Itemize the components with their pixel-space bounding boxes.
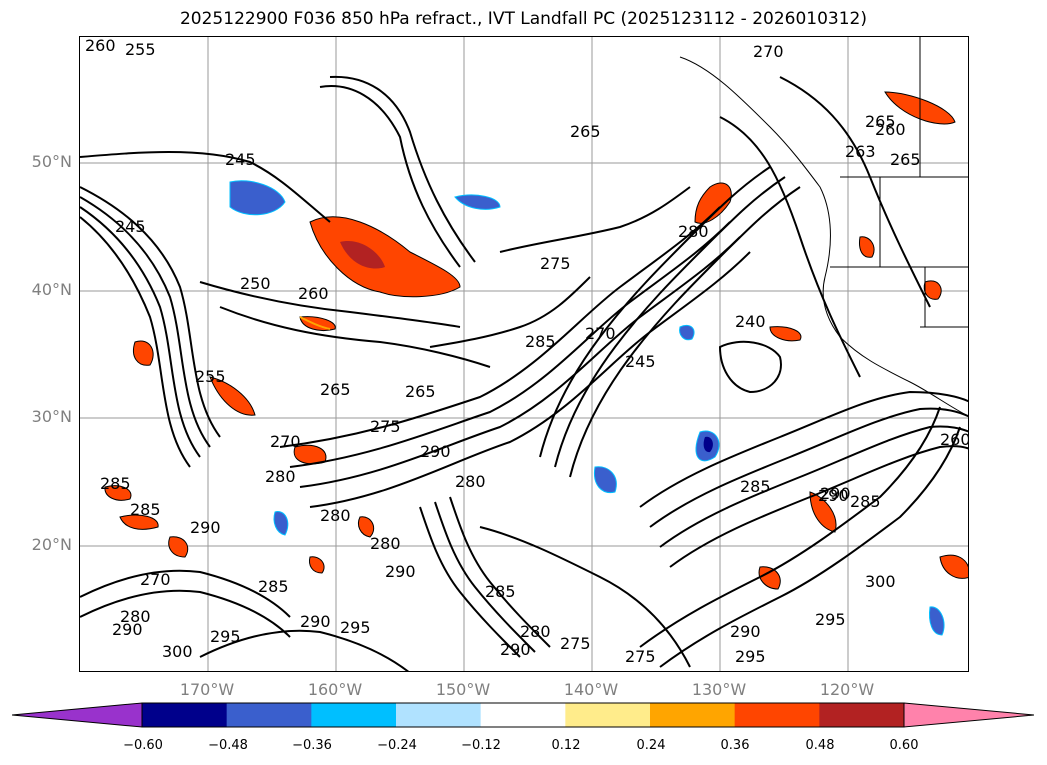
lon-label: 120°W — [819, 680, 875, 699]
coastlines — [679, 37, 968, 417]
colorbar-segment — [396, 703, 482, 727]
shaded-anomalies — [104, 91, 968, 636]
contour-label: 280 — [678, 222, 709, 241]
contour-label: 295 — [815, 610, 846, 629]
colorbar-segment — [565, 703, 651, 727]
colorbar-segment — [142, 703, 228, 727]
colorbar-segment — [734, 703, 820, 727]
colorbar-extend-low — [12, 703, 142, 727]
contour-label: 255 — [125, 40, 156, 59]
contour-label: 290 — [730, 622, 761, 641]
colorbar-segment — [650, 703, 736, 727]
contour-label: 245 — [115, 217, 146, 236]
contour-label: 285 — [485, 582, 516, 601]
contour-label: 285 — [258, 577, 289, 596]
colorbar-tick-label: 0.12 — [551, 738, 581, 753]
lat-label: 20°N — [31, 535, 72, 554]
lat-label: 40°N — [31, 280, 72, 299]
contour-label: 260 — [940, 430, 969, 449]
colorbar-segments — [12, 703, 1034, 727]
colorbar-segment — [480, 703, 566, 727]
colorbar-extend-high — [904, 703, 1034, 727]
contour-label: 265 — [320, 380, 351, 399]
colorbar-tick-label: 0.24 — [636, 738, 666, 753]
contour-label: 290 — [820, 484, 851, 503]
colorbar-tick-label: −0.36 — [292, 738, 332, 753]
contour-label: 270 — [753, 42, 784, 61]
contour-label: 280 — [520, 622, 551, 641]
contour-label: 290 — [420, 442, 451, 461]
map-title: 2025122900 F036 850 hPa refract., IVT La… — [179, 9, 867, 29]
contour-label: 275 — [370, 417, 401, 436]
contour-lines — [80, 75, 968, 671]
contour-label: 260 — [85, 37, 116, 55]
contour-label: 280 — [370, 534, 401, 553]
map-panel: 260 255 265 270 245 265 245 250 260 255 … — [79, 36, 969, 672]
graticule — [80, 37, 968, 671]
contour-label: 275 — [540, 254, 571, 273]
contour-label: 300 — [162, 642, 193, 661]
contour-label: 290 — [190, 518, 221, 537]
colorbar-tick-label: 0.60 — [889, 738, 919, 753]
contour-label: 260 — [298, 284, 329, 303]
contour-label: 290 — [300, 612, 331, 631]
contour-label: 290 — [818, 486, 849, 505]
contour-label: 285 — [740, 477, 771, 496]
colorbar-tick-label: −0.12 — [461, 738, 501, 753]
lat-label: 50°N — [31, 152, 72, 171]
contour-label: 270 — [585, 324, 616, 343]
contour-label: 280 — [120, 607, 151, 626]
contour-label: 285 — [100, 474, 131, 493]
colorbar-segment — [311, 703, 397, 727]
contour-label: 300 — [865, 572, 896, 591]
contour-label: 290 — [112, 620, 143, 639]
lon-label: 140°W — [563, 680, 619, 699]
contour-label: 280 — [455, 472, 486, 491]
contour-label: 265 — [570, 122, 601, 141]
contour-label: 265 — [865, 112, 896, 131]
lon-label: 170°W — [179, 680, 235, 699]
contour-label: 250 — [240, 274, 271, 293]
contour-label-group: 260 255 265 270 245 265 245 250 260 255 … — [85, 37, 969, 666]
colorbar-tick-label: −0.60 — [123, 738, 163, 753]
lon-label: 160°W — [307, 680, 363, 699]
lat-label: 30°N — [31, 407, 72, 426]
contour-label: 240 — [735, 312, 766, 331]
colorbar-tick-label: 0.48 — [805, 738, 835, 753]
contour-label: 295 — [210, 627, 241, 646]
contour-label: 285 — [130, 500, 161, 519]
colorbar-tick-label: 0.36 — [720, 738, 750, 753]
contour-label: 270 — [140, 570, 171, 589]
contour-label: 280 — [320, 506, 351, 525]
contour-label: 290 — [385, 562, 416, 581]
map-canvas: 260 255 265 270 245 265 245 250 260 255 … — [80, 37, 969, 671]
colorbar-segment — [819, 703, 905, 727]
colorbar-tick-label: −0.24 — [377, 738, 417, 753]
lon-label: 130°W — [691, 680, 747, 699]
contour-label: 255 — [195, 367, 226, 386]
contour-label: 263 — [845, 142, 876, 161]
contour-label: 265 — [405, 382, 436, 401]
contour-label: 295 — [735, 647, 766, 666]
colorbar-segment — [226, 703, 312, 727]
contour-label: 285 — [850, 492, 881, 511]
lon-label: 150°W — [435, 680, 491, 699]
contour-label: 275 — [560, 634, 591, 653]
contour-label: 295 — [340, 618, 371, 637]
colorbar — [12, 702, 1034, 728]
contour-label: 265 — [890, 150, 921, 169]
colorbar-tick-label: −0.48 — [208, 738, 248, 753]
contour-label: 280 — [265, 467, 296, 486]
contour-label: 285 — [525, 332, 556, 351]
contour-label: 245 — [625, 352, 656, 371]
contour-label: 260 — [875, 120, 906, 139]
contour-label: 275 — [625, 647, 656, 666]
contour-label: 270 — [270, 432, 301, 451]
contour-label: 245 — [225, 150, 256, 169]
contour-label: 290 — [500, 640, 531, 659]
